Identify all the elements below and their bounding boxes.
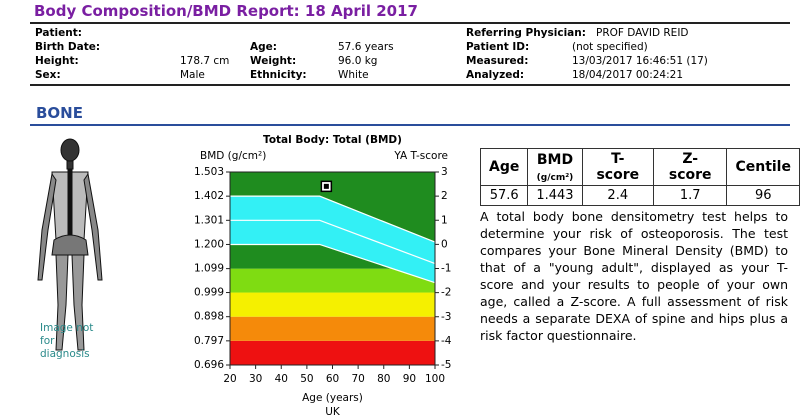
field-value: PROF DAVID REID bbox=[596, 27, 689, 39]
y-tick-label: 1.301 bbox=[194, 214, 224, 226]
x-tick-label: 40 bbox=[275, 373, 288, 385]
y2-tick-label: 2 bbox=[441, 190, 448, 202]
section-rule bbox=[30, 124, 790, 126]
risk-band bbox=[230, 268, 435, 293]
table-cell: 1.7 bbox=[652, 185, 728, 206]
field-label: Analyzed: bbox=[466, 69, 525, 81]
table-cell: 2.4 bbox=[581, 185, 654, 206]
x-tick-label: 30 bbox=[249, 373, 262, 385]
image-note: Image not for diagnosis bbox=[40, 322, 94, 360]
field-value: 178.7 cm bbox=[180, 55, 230, 67]
y-tick-label: 1.099 bbox=[194, 263, 224, 275]
field-value: 18/04/2017 00:24:21 bbox=[572, 69, 684, 81]
x-tick-label: 60 bbox=[326, 373, 339, 385]
field-value: 57.6 years bbox=[338, 41, 394, 53]
y2-tick-label: -2 bbox=[441, 287, 451, 299]
x-tick-label: 50 bbox=[300, 373, 313, 385]
table-header: T-score bbox=[581, 148, 654, 186]
table-header: Z-score bbox=[652, 148, 728, 186]
table-unit: (g/cm²) bbox=[527, 170, 583, 187]
y-tick-label: 0.797 bbox=[194, 335, 224, 347]
field-label: Sex: bbox=[35, 69, 61, 81]
y2-tick-label: -3 bbox=[441, 311, 451, 323]
field-label: Birth Date: bbox=[35, 41, 101, 53]
footnote: UK bbox=[325, 406, 341, 418]
field-value: 13/03/2017 16:46:51 (17) bbox=[572, 55, 708, 67]
table-header: Centile bbox=[726, 148, 800, 186]
x-tick-label: 20 bbox=[223, 373, 236, 385]
x-tick-label: 70 bbox=[351, 373, 364, 385]
patient-point-core bbox=[323, 183, 329, 189]
reference-lower bbox=[230, 243, 436, 284]
field-value: (not specified) bbox=[572, 41, 648, 53]
section-title: BONE bbox=[36, 104, 83, 122]
y2-tick-label: -5 bbox=[441, 359, 451, 371]
risk-band bbox=[230, 316, 435, 341]
y-tick-label: 1.402 bbox=[194, 190, 224, 202]
y-tick-label: 1.200 bbox=[194, 238, 224, 250]
y2-tick-label: -1 bbox=[441, 263, 451, 275]
y2-axis-label: YA T-score bbox=[393, 150, 448, 162]
y-tick-label: 0.999 bbox=[194, 287, 224, 299]
reference-upper bbox=[230, 195, 436, 243]
bmd-chart: Total Body: Total (BMD) BMD (g/cm²) YA T-s… bbox=[194, 134, 452, 418]
x-tick-label: 100 bbox=[425, 373, 445, 385]
y-tick-label: 0.696 bbox=[194, 359, 224, 371]
field-label: Ethnicity: bbox=[250, 69, 307, 81]
table-header: Age bbox=[479, 148, 529, 186]
x-axis-label: Age (years) bbox=[302, 392, 363, 404]
report-title: Body Composition/BMD Report: 18 April 20… bbox=[34, 2, 418, 20]
y-tick-label: 0.898 bbox=[194, 311, 224, 323]
x-tick-label: 80 bbox=[377, 373, 390, 385]
table-cell: 57.6 bbox=[479, 185, 529, 206]
y2-tick-label: 0 bbox=[441, 238, 448, 250]
field-label: Age: bbox=[250, 41, 277, 53]
table-header: BMD bbox=[527, 148, 583, 171]
y-axis-label: BMD (g/cm²) bbox=[200, 150, 266, 162]
risk-band bbox=[230, 292, 435, 317]
field-value: 96.0 kg bbox=[338, 55, 378, 67]
table-cell: 96 bbox=[726, 185, 800, 206]
risk-band bbox=[230, 340, 435, 365]
x-tick-label: 90 bbox=[403, 373, 416, 385]
patient-info: Patient: Referring Physician: PROF DAVID R… bbox=[30, 22, 790, 86]
skeleton-image bbox=[37, 138, 103, 351]
table-cell: 1.443 bbox=[527, 185, 583, 206]
results-table: Age BMD T-score Z-score Centile (g/cm²) 57.6… bbox=[479, 148, 800, 206]
field-label: Weight: bbox=[250, 55, 297, 67]
field-label: Referring Physician: bbox=[466, 27, 586, 39]
reference-band bbox=[230, 196, 435, 283]
field-label: Patient ID: bbox=[466, 41, 530, 53]
y2-tick-label: -4 bbox=[441, 335, 452, 347]
description: A total body bone densitometry test help… bbox=[480, 209, 788, 343]
y-tick-label: 1.503 bbox=[194, 166, 224, 178]
y2-tick-label: 1 bbox=[441, 214, 448, 226]
field-label: Height: bbox=[35, 55, 79, 67]
chart-title: Total Body: Total (BMD) bbox=[263, 134, 402, 146]
field-value: White bbox=[338, 69, 369, 81]
reference-mean bbox=[230, 219, 436, 265]
y2-tick-label: 3 bbox=[441, 166, 448, 178]
field-label: Patient: bbox=[35, 27, 82, 39]
field-value: Male bbox=[180, 69, 205, 81]
field-label: Measured: bbox=[466, 55, 529, 67]
